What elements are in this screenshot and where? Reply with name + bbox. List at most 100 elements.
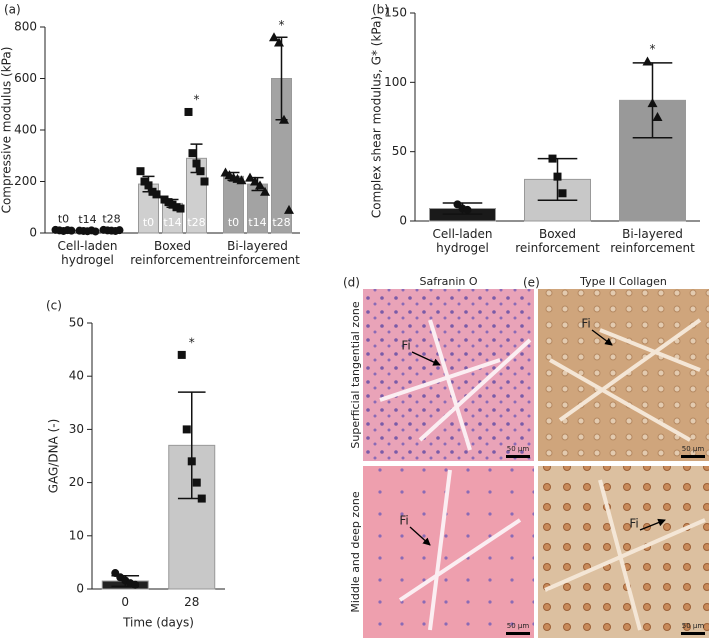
scale-bar-label: 50 μm [507, 445, 530, 453]
x-tick-label-box: Boxed reinforcement [515, 227, 600, 255]
y-tick-label: 600 [14, 71, 37, 85]
y-tick-label: 100 [384, 75, 407, 89]
series-label: t0 [58, 213, 69, 226]
series-label: t28 [187, 216, 205, 229]
series-label: t28 [102, 213, 120, 226]
data-point [176, 204, 185, 213]
series-label: t28 [272, 216, 290, 229]
data-point [652, 112, 663, 121]
arrow-label: Fi [581, 317, 590, 331]
x-axis-label: Time (days) [122, 616, 194, 630]
data-point [192, 478, 201, 487]
y-tick-label: 200 [14, 174, 37, 188]
y-tick-label: 50 [392, 144, 407, 158]
data-point [463, 205, 472, 214]
panel-label: (c) [46, 299, 62, 313]
scale-bar-label: 50 μm [507, 622, 530, 630]
data-point [284, 204, 294, 214]
x-tick-label-box: 28 [184, 595, 200, 609]
histology-panels [363, 289, 709, 638]
column-title: Safranin O [419, 275, 477, 288]
scale-bar [506, 632, 530, 635]
significance: * [279, 18, 285, 32]
data-point [642, 56, 653, 66]
data-point [144, 181, 153, 190]
x-tick-label-box: 0 [121, 595, 130, 609]
data-point [553, 172, 562, 181]
x-tick-label: Boxed reinforcement [515, 227, 600, 255]
y-tick-label: 0 [29, 226, 37, 240]
y-tick-label: 30 [69, 422, 84, 436]
scale-bar-label: 50 μm [682, 622, 705, 630]
y-tick-label: 800 [14, 20, 37, 34]
arrow [409, 526, 431, 546]
data-point [91, 227, 100, 236]
arrow [591, 329, 613, 346]
x-tick-label-box: Bi-layered reinforcement [610, 227, 695, 255]
data-point [187, 457, 196, 466]
scale-bar [681, 632, 705, 635]
data-point [548, 154, 557, 163]
data-point [182, 425, 191, 434]
y-tick-label: 400 [14, 123, 37, 137]
y-tick-label: 0 [399, 214, 407, 228]
data-point [255, 180, 265, 190]
data-point [236, 175, 247, 185]
arrow-label: Fi [629, 517, 638, 531]
data-point [192, 159, 201, 168]
data-point [279, 114, 289, 124]
x-tick-label: Cell-laden hydrogel [57, 239, 118, 267]
y-axis-label: Compressive modulus (kPa) [0, 47, 14, 214]
significance: * [189, 335, 195, 349]
data-point [177, 350, 186, 359]
row-label: Superficial tangential zone [349, 301, 362, 448]
x-tick-label-box: Bi-layered reinforcement [215, 239, 300, 267]
column-title: Type II Collagen [579, 275, 667, 288]
data-point [274, 37, 284, 47]
significance: * [194, 92, 200, 106]
arrow-label: Fi [399, 514, 408, 528]
y-tick-label: 40 [69, 369, 84, 383]
panel-label: (e) [523, 276, 540, 290]
data-point [131, 580, 140, 589]
x-tick-label-box: Boxed reinforcement [130, 239, 215, 267]
panel-label: (b) [372, 3, 389, 17]
series-label: t14 [78, 213, 96, 226]
x-tick-label: 0 [121, 595, 130, 609]
scale-bar [506, 455, 530, 458]
arrow [639, 518, 666, 531]
data-point [197, 494, 206, 503]
y-tick-label: 150 [384, 6, 407, 20]
series-label: t0 [228, 216, 239, 229]
data-point [647, 98, 658, 108]
data-point [245, 172, 255, 182]
arrow [411, 351, 441, 366]
arrow-label: Fi [401, 339, 410, 353]
data-point [196, 167, 205, 176]
panel-label: (a) [4, 3, 21, 17]
x-tick-label: 28 [184, 595, 200, 609]
y-tick-label: 0 [76, 582, 84, 596]
fibers [379, 319, 532, 631]
x-tick-label: Boxed reinforcement [130, 239, 215, 267]
series-label: t0 [143, 216, 154, 229]
data-point [250, 176, 260, 186]
data-point [115, 226, 124, 235]
data-point [269, 32, 279, 42]
y-axis-label: GAG/DNA (-) [47, 419, 61, 494]
series-label: t14 [163, 216, 181, 229]
x-tick-label: Bi-layered reinforcement [215, 239, 300, 267]
y-tick-label: 10 [69, 528, 84, 542]
fibers [544, 318, 706, 631]
data-point [260, 186, 270, 196]
scale-bar-label: 50 μm [682, 445, 705, 453]
panel-label: (d) [343, 276, 360, 290]
y-tick-label: 50 [69, 316, 84, 330]
y-axis-label: Complex shear modulus, G* (kPa) [370, 16, 384, 218]
data-point [136, 167, 145, 176]
data-point [200, 177, 209, 186]
data-point [188, 149, 197, 158]
x-tick-label-box: Cell-laden hydrogel [57, 239, 118, 267]
significance: * [650, 42, 656, 56]
